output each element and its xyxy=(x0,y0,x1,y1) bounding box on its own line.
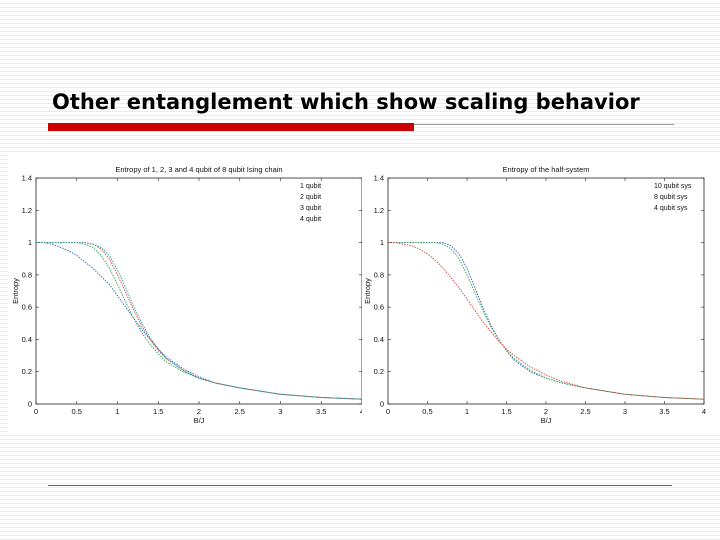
entropy-chart-right-svg: Entropy of the half-system 0 0.5 1 1.5 2 2.5 3 3… xyxy=(363,165,706,425)
right-series-line-2 xyxy=(388,242,705,400)
entropy-chart-left-svg: Entropy of 1, 2, 3 and 4 qubit of 8 qubi… xyxy=(11,165,364,425)
right-x-tick-label: 3 xyxy=(623,407,627,416)
bottom-divider-line xyxy=(48,485,672,486)
right-x-tick-label: 2 xyxy=(544,407,548,416)
left-series-line-4 xyxy=(36,242,363,400)
right-x-tick-label: 0.5 xyxy=(422,407,432,416)
slide-title: Other entanglement which show scaling be… xyxy=(52,90,640,114)
right-plot-frame xyxy=(387,177,705,405)
left-y-tick-label: 0 xyxy=(28,400,32,409)
left-y-tick-label: 0.2 xyxy=(22,367,32,376)
right-legend-label-1: 10 qubit sys xyxy=(654,183,692,190)
left-x-tick-label: 2.5 xyxy=(235,407,245,416)
left-y-tick-label: 0.8 xyxy=(22,270,32,279)
left-plot-frame xyxy=(35,177,363,405)
left-y-axis-label: Entropy xyxy=(11,278,20,304)
right-legend-label-2: 8 qubit sys xyxy=(654,194,688,201)
right-x-tick-label: 0 xyxy=(386,407,390,416)
right-series-line-3 xyxy=(388,242,705,400)
right-y-tick-label: 1 xyxy=(380,238,384,247)
right-x-tick-label: 1 xyxy=(465,407,469,416)
left-x-tick-label: 1 xyxy=(115,407,119,416)
left-x-tick-label: 0.5 xyxy=(72,407,82,416)
left-legend-label-3: 3 qubit xyxy=(300,205,321,212)
right-y-tick-label: 0.6 xyxy=(374,303,384,312)
left-y-tick-label: 0.4 xyxy=(22,335,32,344)
left-legend-label-2: 2 qubit xyxy=(300,194,321,201)
left-y-tick-label: 1 xyxy=(28,238,32,247)
left-y-tick-label: 1.4 xyxy=(22,174,32,183)
left-y-tick-label: 0.6 xyxy=(22,303,32,312)
entropy-chart-right: Entropy of the half-system 0 0.5 1 1.5 2 2.5 3 3… xyxy=(362,155,720,435)
left-y-tick-label: 1.2 xyxy=(22,206,32,215)
left-x-tick-label: 2 xyxy=(197,407,201,416)
left-series-line-1 xyxy=(36,242,363,400)
left-legend-label-4: 4 qubit xyxy=(300,216,321,223)
right-y-tick-label: 0 xyxy=(380,400,384,409)
left-x-tick-label: 3 xyxy=(278,407,282,416)
left-chart-title: Entropy of 1, 2, 3 and 4 qubit of 8 qubi… xyxy=(115,165,282,174)
right-x-axis-label: B/J xyxy=(541,416,552,425)
right-x-tick-label: 3.5 xyxy=(659,407,669,416)
entropy-chart-left: Entropy of 1, 2, 3 and 4 qubit of 8 qubi… xyxy=(8,155,368,435)
right-y-tick-label: 0.8 xyxy=(374,270,384,279)
right-x-tick-label: 2.5 xyxy=(580,407,590,416)
title-accent-bar xyxy=(48,123,414,131)
right-y-tick-label: 0.2 xyxy=(374,367,384,376)
left-x-tick-label: 3.5 xyxy=(316,407,326,416)
right-chart-title: Entropy of the half-system xyxy=(502,165,589,174)
left-x-tick-label: 1.5 xyxy=(153,407,163,416)
right-y-tick-label: 1.2 xyxy=(374,206,384,215)
right-y-tick-label: 0.4 xyxy=(374,335,384,344)
right-legend-label-3: 4 qubit sys xyxy=(654,205,688,212)
left-x-tick-label: 0 xyxy=(34,407,38,416)
right-x-tick-label: 4 xyxy=(702,407,706,416)
right-y-tick-label: 1.4 xyxy=(374,174,384,183)
left-legend-label-1: 1 qubit xyxy=(300,183,321,190)
left-x-axis-label: B/J xyxy=(194,416,205,425)
right-y-axis-label: Entropy xyxy=(363,278,372,304)
right-x-tick-label: 1.5 xyxy=(501,407,511,416)
